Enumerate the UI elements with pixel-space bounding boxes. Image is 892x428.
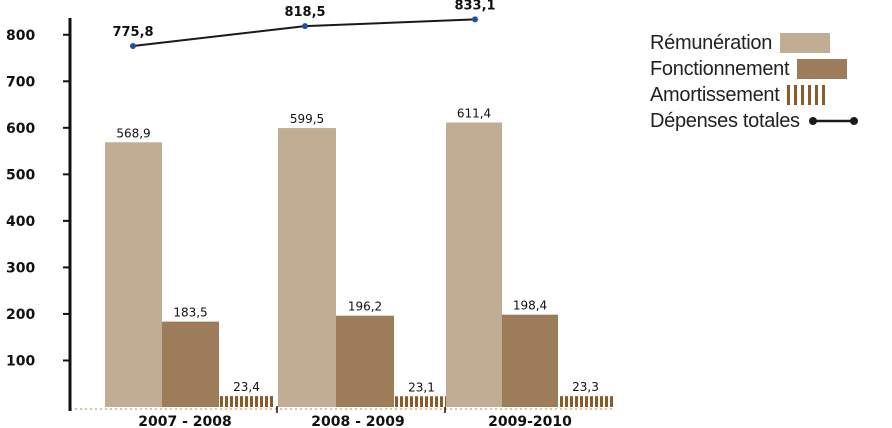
data-label-fonctionnement-2: 196,2	[348, 300, 382, 314]
x-tick-label-1: 2007 - 2008	[138, 414, 232, 428]
y-tick-label-200: 200	[6, 307, 35, 323]
total-line-point-3	[472, 16, 478, 23]
legend-swatch-amortissement	[787, 85, 830, 105]
total-line-point-1	[130, 43, 136, 50]
legend-item-depenses-totales: Dépenses totales	[650, 108, 892, 134]
data-label-fonctionnement-3: 198,4	[513, 299, 547, 313]
legend-item-remuneration: Rémunération	[650, 30, 892, 56]
y-tick-label-700: 700	[6, 74, 35, 90]
legend-swatch-fonctionnement	[797, 59, 848, 79]
bar-r-mun-ration-2	[278, 128, 336, 407]
y-tick-label-800: 800	[6, 28, 35, 44]
bar-amortissement-2	[394, 396, 449, 407]
legend-item-amortissement: Amortissement	[650, 82, 892, 108]
legend: Rémunération Fonctionnement Amortissemen…	[650, 30, 892, 134]
total-line-label-2: 818,5	[284, 5, 325, 20]
total-line-point-2	[302, 23, 308, 30]
data-label-r-mun-ration-3: 611,4	[457, 107, 491, 121]
y-tick-label-400: 400	[6, 214, 35, 230]
plot-area: 100 200 300 400 500 600 700 800 568,9 183,5 23,4 20…	[6, 0, 613, 428]
legend-swatch-remuneration	[780, 33, 831, 53]
bar-amortissement-3	[558, 396, 613, 407]
total-line-label-3: 833,1	[454, 0, 495, 13]
bar-fonctionnement-2	[336, 315, 394, 407]
legend-item-fonctionnement: Fonctionnement	[650, 56, 892, 82]
data-label-r-mun-ration-1: 568,9	[116, 126, 150, 140]
data-label-amortissement-2: 23,1	[408, 380, 435, 394]
data-label-r-mun-ration-2: 599,5	[290, 112, 324, 126]
legend-label-fonctionnement: Fonctionnement	[650, 57, 790, 80]
data-label-amortissement-1: 23,4	[233, 380, 260, 394]
x-tick-label-3: 2009-2010	[488, 414, 572, 428]
bar-amortissement-1	[219, 396, 274, 407]
bar-r-mun-ration-1	[105, 142, 162, 407]
legend-label-amortissement: Amortissement	[650, 83, 780, 106]
data-label-amortissement-3: 23,3	[572, 380, 599, 394]
legend-label-remuneration: Rémunération	[650, 31, 773, 54]
y-tick-label-300: 300	[6, 260, 35, 276]
legend-line-marker-icon	[808, 117, 858, 125]
y-tick-label-100: 100	[6, 353, 35, 369]
bar-r-mun-ration-3	[446, 122, 502, 408]
x-tick-label-2: 2008 - 2009	[311, 414, 405, 428]
total-line-label-1: 775,8	[112, 25, 153, 40]
data-label-fonctionnement-1: 183,5	[173, 306, 207, 320]
legend-label-depenses-totales: Dépenses totales	[650, 109, 800, 132]
y-tick-label-600: 600	[6, 121, 35, 137]
y-tick-label-500: 500	[6, 167, 35, 183]
bar-fonctionnement-1	[162, 321, 219, 407]
bar-fonctionnement-3	[502, 314, 558, 407]
